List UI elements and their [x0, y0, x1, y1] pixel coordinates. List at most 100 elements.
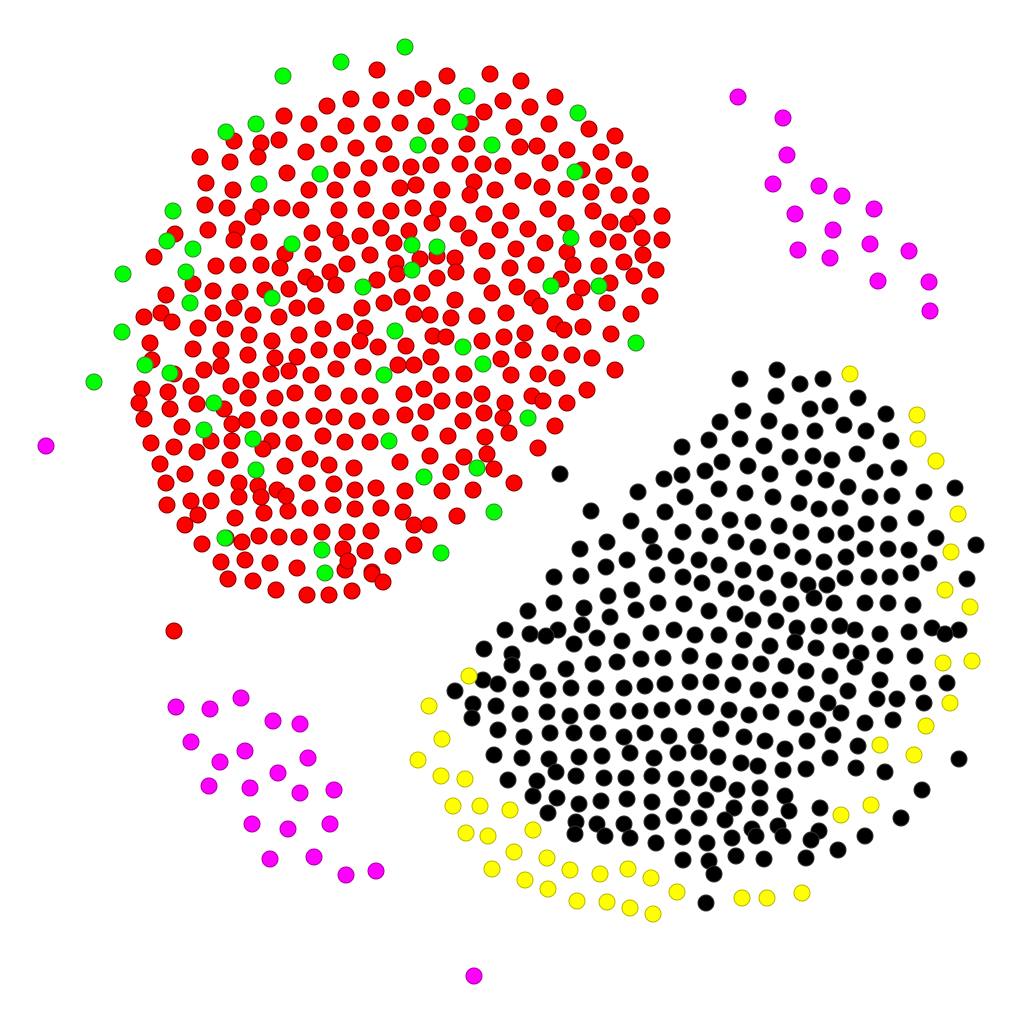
data-point	[298, 586, 316, 604]
data-point	[795, 469, 813, 487]
data-point	[201, 700, 219, 718]
data-point	[351, 227, 369, 245]
data-point	[920, 273, 938, 291]
data-point	[860, 568, 878, 586]
data-point	[633, 229, 651, 247]
data-point	[339, 552, 357, 570]
data-point	[681, 647, 699, 665]
data-point	[590, 257, 608, 275]
data-point	[182, 733, 200, 751]
data-point	[589, 724, 607, 742]
data-point	[478, 445, 496, 463]
data-point	[511, 705, 529, 723]
data-point	[400, 222, 418, 240]
data-point	[805, 589, 823, 607]
data-point	[340, 387, 358, 405]
data-point	[405, 356, 423, 374]
data-point	[921, 302, 939, 320]
data-point	[700, 431, 718, 449]
data-point	[536, 234, 554, 252]
data-point	[615, 151, 633, 169]
data-point	[832, 806, 850, 824]
data-point	[538, 703, 556, 721]
data-point	[368, 271, 386, 289]
data-point	[733, 889, 751, 907]
data-point	[881, 568, 899, 586]
data-point	[673, 789, 691, 807]
data-point	[422, 156, 440, 174]
data-point	[832, 704, 850, 722]
data-point	[417, 403, 435, 421]
data-point	[788, 619, 806, 637]
data-point	[814, 370, 832, 388]
data-point	[395, 385, 413, 403]
data-point	[404, 199, 422, 217]
data-point	[619, 860, 637, 878]
data-point	[531, 297, 549, 315]
data-point	[182, 377, 200, 395]
data-point	[587, 679, 605, 697]
data-point	[271, 259, 289, 277]
data-point	[632, 650, 650, 668]
data-point	[768, 361, 786, 379]
data-point	[475, 205, 493, 223]
data-point	[204, 282, 222, 300]
data-point	[609, 702, 627, 720]
data-point	[85, 373, 103, 391]
data-point	[274, 67, 292, 85]
data-point	[444, 797, 462, 815]
data-point	[665, 807, 683, 825]
data-point	[567, 767, 585, 785]
data-point	[653, 207, 671, 225]
data-point	[751, 799, 769, 817]
data-point	[861, 488, 879, 506]
data-point	[305, 407, 323, 425]
data-point	[857, 515, 875, 533]
data-point	[598, 294, 616, 312]
data-point	[432, 544, 450, 562]
data-point	[261, 554, 279, 572]
data-point	[764, 488, 782, 506]
data-point	[674, 828, 692, 846]
data-point	[900, 541, 918, 559]
data-point	[696, 462, 714, 480]
data-point	[161, 400, 179, 418]
data-point	[325, 408, 343, 426]
data-point	[367, 479, 385, 497]
data-point	[915, 483, 933, 501]
data-point	[675, 595, 693, 613]
data-point	[357, 201, 375, 219]
data-point	[446, 682, 464, 700]
data-point	[617, 769, 635, 787]
data-point	[548, 369, 566, 387]
data-point	[592, 792, 610, 810]
data-point	[761, 465, 779, 483]
data-point	[433, 181, 451, 199]
data-point	[598, 893, 616, 911]
data-point	[521, 625, 539, 643]
data-point	[184, 240, 202, 258]
data-point	[865, 200, 883, 218]
data-point	[369, 338, 387, 356]
data-point	[710, 626, 728, 644]
data-point	[382, 155, 400, 173]
data-point	[821, 397, 839, 415]
data-point	[346, 500, 364, 518]
data-point	[483, 860, 501, 878]
data-point	[202, 492, 220, 510]
data-point	[601, 608, 619, 626]
data-point	[304, 245, 322, 263]
data-point	[697, 698, 715, 716]
data-point	[233, 533, 251, 551]
data-point	[468, 459, 486, 477]
data-point	[690, 809, 708, 827]
data-point	[211, 753, 229, 771]
data-point	[681, 673, 699, 691]
data-point	[405, 536, 423, 554]
data-point	[780, 802, 798, 820]
data-point	[313, 541, 331, 559]
data-point	[789, 241, 807, 259]
data-point	[158, 232, 176, 250]
data-point	[909, 674, 927, 692]
